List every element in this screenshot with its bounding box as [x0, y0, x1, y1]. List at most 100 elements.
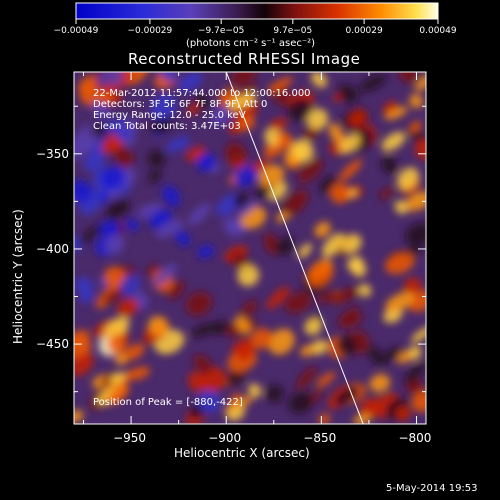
heatmap-blob	[317, 291, 336, 303]
heatmap-blob	[178, 72, 203, 92]
heatmap-blob	[409, 94, 424, 109]
heatmap-blob	[151, 113, 173, 135]
heatmap-blob	[348, 109, 367, 128]
heatmap-blob	[74, 410, 84, 423]
heatmap-blob	[300, 344, 315, 357]
heatmap-blob	[191, 322, 217, 338]
heatmap-blob	[99, 91, 113, 105]
colorbar-tick-label: 0.00029	[345, 26, 383, 36]
heatmap-blob	[287, 98, 313, 122]
x-tick-label: −850	[303, 431, 337, 445]
heatmap-blob	[411, 390, 426, 413]
colorbar-unit-label: (photons cm⁻² s⁻¹ asec⁻²)	[186, 38, 316, 49]
heatmap-blob	[228, 92, 257, 110]
heatmap-blob	[306, 108, 329, 130]
y-tick-label: −400	[36, 241, 69, 256]
colorbar-tick-label: −0.00029	[127, 26, 173, 36]
heatmap-blob	[353, 413, 372, 424]
heatmap-blob	[150, 94, 177, 120]
heatmap-blob	[137, 203, 163, 219]
heatmap-blob	[265, 384, 284, 403]
heatmap-blob	[383, 346, 403, 362]
heatmap-blob	[414, 138, 426, 161]
heatmap-blob	[162, 185, 180, 207]
heatmap-blob	[272, 86, 291, 106]
heatmap-blob	[291, 139, 314, 162]
heatmap-blob	[225, 142, 247, 164]
heatmap-blob	[311, 72, 328, 88]
heatmap-blob	[263, 232, 279, 255]
heatmap-blob	[298, 243, 312, 259]
heatmap-blob	[119, 274, 141, 296]
heatmap-blob	[237, 264, 260, 287]
heatmap-blob	[359, 397, 380, 418]
heatmap-blob	[196, 153, 216, 172]
heatmap-blob	[74, 180, 93, 204]
heatmap-blob	[239, 82, 257, 99]
heatmap-blob	[123, 343, 145, 361]
heatmap-blob	[316, 371, 336, 388]
heatmap-blob	[267, 76, 293, 93]
heatmap-blob	[394, 200, 408, 214]
heatmap-blob	[159, 72, 178, 83]
heatmap-blob	[240, 300, 258, 318]
heatmap-blob	[403, 277, 422, 296]
heatmap-blob	[258, 164, 285, 188]
heatmap-blob	[107, 220, 121, 235]
heatmap-blob	[226, 367, 246, 386]
heatmap-blob	[187, 102, 201, 116]
y-tick-label: −350	[36, 146, 69, 161]
heatmap-blob	[296, 366, 317, 390]
heatmap-blob	[321, 233, 345, 258]
heatmap-blob	[328, 123, 344, 143]
heatmap-blob	[225, 396, 254, 412]
heatmap-blob	[147, 149, 166, 168]
heatmap-blob	[384, 252, 415, 275]
heatmap-blob	[212, 320, 228, 336]
colorbar-tick-label: −9.7e−05	[197, 26, 245, 36]
heatmap-blob	[236, 200, 257, 218]
heatmap-blob	[283, 189, 309, 216]
heatmap-blob	[385, 291, 415, 313]
annotation-energy: Energy Range: 12.0 - 25.0 keV	[93, 110, 246, 121]
heatmap-blob	[104, 234, 125, 255]
heatmap-blob	[266, 286, 290, 310]
heatmap-blob	[101, 166, 125, 190]
heatmap-blob	[337, 307, 360, 325]
heatmap-blob	[153, 263, 178, 286]
heatmap-blob	[408, 120, 422, 134]
heatmap-blob	[338, 133, 361, 154]
heatmap-blob	[185, 146, 206, 162]
y-tick-label: −450	[36, 337, 69, 352]
heatmap-blob	[74, 134, 96, 160]
heatmap-blob	[175, 230, 191, 247]
heatmap-blob	[193, 354, 213, 374]
heatmap-blob	[347, 256, 364, 273]
heatmap-blob	[74, 353, 94, 377]
heatmap-blob	[231, 338, 254, 356]
heatmap-blob	[115, 353, 127, 366]
heatmap-blob	[381, 131, 406, 152]
heatmap-blob	[404, 361, 426, 384]
heatmap-blob	[277, 131, 293, 149]
heatmap-blob	[117, 298, 139, 317]
y-axis-label: Heliocentric Y (arcsec)	[11, 209, 25, 344]
heatmap-blob	[120, 369, 136, 385]
heatmap-blob	[414, 74, 426, 92]
x-tick-label: −950	[113, 431, 147, 445]
heatmap-blob	[230, 72, 257, 86]
heatmap-blob	[148, 315, 169, 337]
heatmap-blob	[405, 222, 426, 247]
heatmap-blob	[229, 393, 242, 404]
heatmap-blob	[288, 391, 313, 414]
heatmap-blob	[251, 159, 269, 172]
colorbar-ticks	[75, 19, 439, 24]
heatmap-blob	[167, 280, 185, 300]
annotation-method: Clean Total counts: 3.47E+03	[93, 121, 241, 132]
heatmap-blob	[270, 118, 287, 131]
heatmap-blob	[399, 72, 418, 84]
heatmap-blob	[395, 405, 411, 422]
x-tick-label: −900	[208, 431, 242, 445]
heatmap-blob	[297, 158, 324, 184]
